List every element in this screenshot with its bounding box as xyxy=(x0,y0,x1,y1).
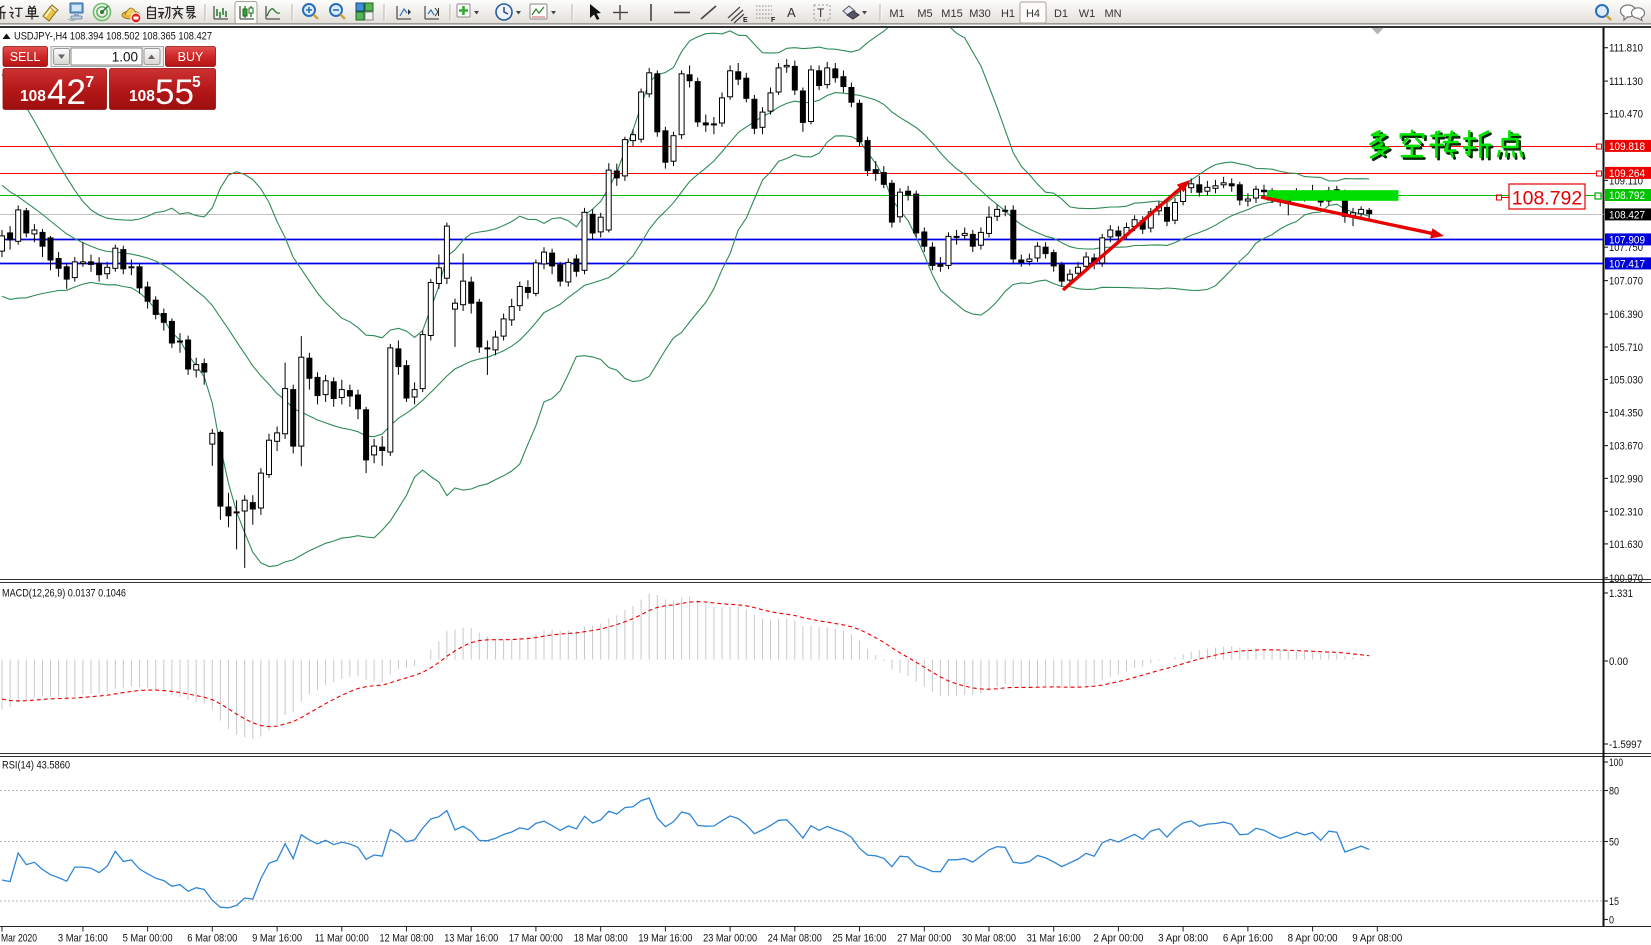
svg-text:109.818: 109.818 xyxy=(1609,141,1645,153)
svg-text:Mar 2020: Mar 2020 xyxy=(1,933,37,945)
svg-text:H4: H4 xyxy=(1026,8,1040,20)
svg-text:106.390: 106.390 xyxy=(1609,309,1643,321)
svg-text:107.070: 107.070 xyxy=(1609,276,1643,288)
svg-text:17 Mar 00:00: 17 Mar 00:00 xyxy=(509,933,563,945)
svg-text:102.990: 102.990 xyxy=(1609,473,1643,485)
svg-text:3 Mar 16:00: 3 Mar 16:00 xyxy=(58,933,108,945)
svg-text:108.427: 108.427 xyxy=(1609,209,1645,221)
svg-text:108.792: 108.792 xyxy=(1609,190,1645,202)
svg-text:1.331: 1.331 xyxy=(1609,588,1633,600)
svg-text:30 Mar 08:00: 30 Mar 08:00 xyxy=(962,933,1016,945)
svg-text:0.00: 0.00 xyxy=(1609,656,1628,668)
svg-text:3 Apr 08:00: 3 Apr 08:00 xyxy=(1158,933,1208,945)
svg-text:2 Apr 00:00: 2 Apr 00:00 xyxy=(1093,933,1143,945)
svg-text:110.470: 110.470 xyxy=(1609,109,1643,121)
svg-text:100: 100 xyxy=(1609,757,1623,769)
svg-text:105.030: 105.030 xyxy=(1609,375,1643,387)
svg-text:18 Mar 08:00: 18 Mar 08:00 xyxy=(574,933,628,945)
svg-text:RSI(14) 43.5860: RSI(14) 43.5860 xyxy=(2,760,70,772)
svg-text:104.350: 104.350 xyxy=(1609,407,1643,419)
svg-text:0: 0 xyxy=(1609,915,1614,927)
svg-text:F: F xyxy=(771,17,776,24)
svg-text:100.970: 100.970 xyxy=(1609,573,1643,585)
svg-text:USDJPY-,H4 108.394 108.502 10: USDJPY-,H4 108.394 108.502 108.365 108.4… xyxy=(14,31,212,43)
svg-text:MN: MN xyxy=(1104,8,1121,20)
svg-text:E: E xyxy=(743,17,748,24)
svg-text:108.792: 108.792 xyxy=(1512,188,1583,210)
svg-text:M5: M5 xyxy=(917,8,932,20)
svg-text:15: 15 xyxy=(1609,896,1619,908)
svg-text:111.130: 111.130 xyxy=(1609,76,1643,88)
svg-text:102.310: 102.310 xyxy=(1609,506,1643,518)
svg-text:105.710: 105.710 xyxy=(1609,342,1643,354)
svg-text:M30: M30 xyxy=(969,8,990,20)
svg-text:24 Mar 08:00: 24 Mar 08:00 xyxy=(768,933,822,945)
svg-text:A: A xyxy=(787,5,796,20)
svg-text:12 Mar 08:00: 12 Mar 08:00 xyxy=(380,933,434,945)
svg-text:108: 108 xyxy=(129,88,155,105)
svg-text:80: 80 xyxy=(1609,786,1619,798)
svg-text:101.630: 101.630 xyxy=(1609,539,1643,551)
svg-text:107.417: 107.417 xyxy=(1609,258,1645,270)
svg-text:6 Mar 08:00: 6 Mar 08:00 xyxy=(187,933,237,945)
svg-text:107.909: 107.909 xyxy=(1609,234,1645,246)
svg-text:M15: M15 xyxy=(941,8,962,20)
svg-text:H1: H1 xyxy=(1001,8,1015,20)
svg-text:111.810: 111.810 xyxy=(1609,43,1643,55)
svg-text:1.00: 1.00 xyxy=(112,50,138,65)
svg-text:T: T xyxy=(817,6,825,20)
svg-text:109.264: 109.264 xyxy=(1609,168,1645,180)
svg-text:19 Mar 16:00: 19 Mar 16:00 xyxy=(638,933,692,945)
svg-text:9 Mar 16:00: 9 Mar 16:00 xyxy=(252,933,302,945)
svg-text:9 Apr 08:00: 9 Apr 08:00 xyxy=(1352,933,1402,945)
svg-text:42: 42 xyxy=(47,73,86,112)
svg-text:W1: W1 xyxy=(1079,8,1096,20)
svg-text:23 Mar 00:00: 23 Mar 00:00 xyxy=(703,933,757,945)
svg-text:SELL: SELL xyxy=(10,50,41,64)
svg-text:8 Apr 00:00: 8 Apr 00:00 xyxy=(1288,933,1338,945)
svg-text:27 Mar 00:00: 27 Mar 00:00 xyxy=(897,933,951,945)
svg-text:108: 108 xyxy=(20,88,46,105)
svg-text:D1: D1 xyxy=(1054,8,1068,20)
svg-text:55: 55 xyxy=(155,73,194,112)
svg-text:-1.5997: -1.5997 xyxy=(1609,739,1642,751)
svg-text:BUY: BUY xyxy=(178,50,204,64)
svg-text:103.670: 103.670 xyxy=(1609,441,1643,453)
svg-text:13 Mar 16:00: 13 Mar 16:00 xyxy=(444,933,498,945)
svg-text:5 Mar 00:00: 5 Mar 00:00 xyxy=(123,933,173,945)
svg-text:11 Mar 00:00: 11 Mar 00:00 xyxy=(315,933,369,945)
svg-text:31 Mar 16:00: 31 Mar 16:00 xyxy=(1027,933,1081,945)
svg-text:25 Mar 16:00: 25 Mar 16:00 xyxy=(833,933,887,945)
svg-text:50: 50 xyxy=(1609,837,1619,849)
svg-text:5: 5 xyxy=(192,74,201,91)
svg-text:MACD(12,26,9) 0.0137 0.1046: MACD(12,26,9) 0.0137 0.1046 xyxy=(2,588,126,600)
svg-text:7: 7 xyxy=(86,74,95,91)
svg-text:6 Apr 16:00: 6 Apr 16:00 xyxy=(1223,933,1273,945)
svg-text:M1: M1 xyxy=(889,8,904,20)
